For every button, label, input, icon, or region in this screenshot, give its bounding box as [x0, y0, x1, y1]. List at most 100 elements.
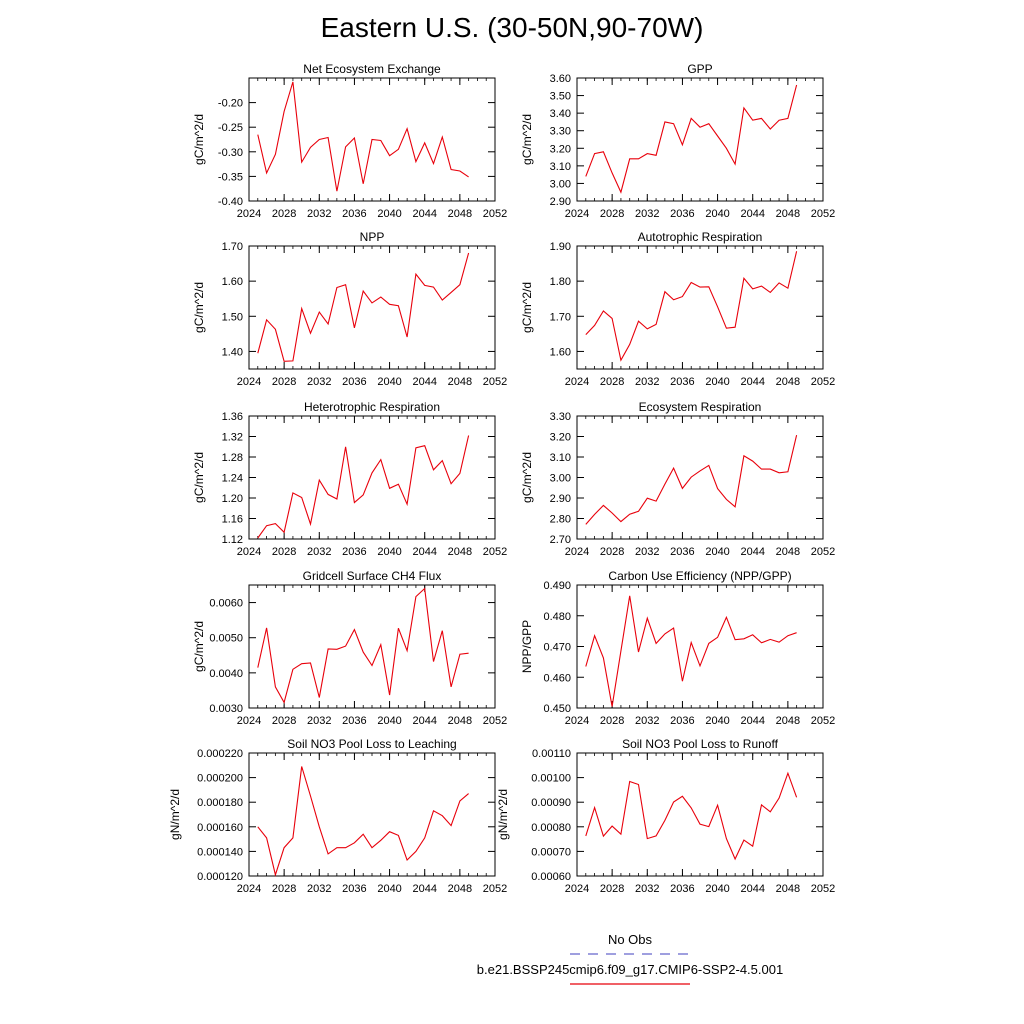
x-tick-label: 2036 — [670, 546, 694, 558]
x-tick-label: 2036 — [342, 376, 366, 388]
y-tick-label: 0.00090 — [531, 797, 571, 809]
y-tick-label: 3.10 — [550, 452, 571, 464]
series-line — [585, 84, 798, 194]
x-tick-label: 2044 — [740, 208, 764, 220]
x-tick-label: 2048 — [776, 208, 800, 220]
x-tick-label: 2052 — [483, 208, 507, 220]
y-tick-label: 2.90 — [550, 493, 571, 505]
series-line — [257, 252, 470, 362]
x-tick-label: 2044 — [412, 546, 436, 558]
y-tick-label: 0.0050 — [209, 633, 243, 645]
panel-frame — [576, 752, 824, 877]
y-tick-label: 0.0040 — [209, 668, 243, 680]
y-tick-label: 1.60 — [550, 346, 571, 358]
series-line — [585, 251, 798, 362]
panel-5: Heterotrophic Respiration gC/m^2/d 2024 202… — [192, 400, 507, 558]
x-tick-label: 2044 — [412, 883, 436, 895]
x-tick-label: 2024 — [237, 546, 261, 558]
y-axis-label: gN/m^2/d — [496, 789, 510, 840]
y-tick-label: 0.0060 — [209, 598, 243, 610]
y-tick-label: 0.470 — [543, 642, 571, 654]
y-tick-label: 1.20 — [222, 493, 243, 505]
x-tick-label: 2028 — [272, 715, 296, 727]
panel-title: Net Ecosystem Exchange — [303, 62, 441, 76]
x-tick-label: 2024 — [565, 883, 589, 895]
x-tick-label: 2044 — [412, 208, 436, 220]
panel-frame — [576, 77, 824, 202]
x-tick-label: 2052 — [483, 546, 507, 558]
x-tick-label: 2044 — [740, 546, 764, 558]
y-tick-label: 1.40 — [222, 346, 243, 358]
x-tick-label: 2040 — [377, 376, 401, 388]
x-tick-label: 2044 — [740, 376, 764, 388]
x-tick-label: 2024 — [565, 715, 589, 727]
x-tick-label: 2024 — [565, 546, 589, 558]
x-tick-label: 2028 — [600, 883, 624, 895]
y-tick-label: 3.10 — [550, 161, 571, 173]
x-tick-label: 2040 — [705, 208, 729, 220]
x-tick-label: 2036 — [342, 715, 366, 727]
y-tick-label: -0.40 — [218, 196, 243, 208]
x-tick-label: 2040 — [705, 883, 729, 895]
series-line — [585, 434, 798, 525]
x-tick-label: 2028 — [272, 376, 296, 388]
y-axis-label: gC/m^2/d — [192, 452, 206, 503]
x-tick-label: 2040 — [705, 715, 729, 727]
panel-title: GPP — [687, 62, 712, 76]
y-axis-label: gN/m^2/d — [168, 789, 182, 840]
x-tick-label: 2036 — [342, 546, 366, 558]
x-tick-label: 2024 — [237, 715, 261, 727]
x-tick-label: 2048 — [776, 715, 800, 727]
x-tick-label: 2044 — [412, 376, 436, 388]
x-tick-label: 2052 — [483, 883, 507, 895]
x-tick-label: 2040 — [377, 883, 401, 895]
y-tick-label: 2.80 — [550, 514, 571, 526]
x-tick-label: 2028 — [272, 883, 296, 895]
x-tick-label: 2024 — [237, 376, 261, 388]
y-tick-label: 3.30 — [550, 126, 571, 138]
y-tick-label: 3.20 — [550, 143, 571, 155]
x-tick-label: 2036 — [342, 883, 366, 895]
panel-frame — [576, 415, 824, 540]
y-tick-label: 0.490 — [543, 580, 571, 592]
y-axis-label: gC/m^2/d — [520, 114, 534, 165]
y-tick-label: 0.00060 — [531, 871, 571, 883]
x-tick-label: 2028 — [600, 376, 624, 388]
series-line — [257, 587, 469, 704]
y-tick-label: 1.24 — [222, 473, 243, 485]
y-tick-label: 0.00100 — [531, 773, 571, 785]
y-tick-label: 1.70 — [222, 241, 243, 253]
y-tick-label: 1.80 — [550, 276, 571, 288]
y-tick-label: 2.90 — [550, 196, 571, 208]
y-tick-label: 1.12 — [222, 534, 243, 546]
panel-10: Soil NO3 Pool Loss to Runoff gN/m^2/d 2024… — [496, 737, 835, 895]
panel-8: Carbon Use Efficiency (NPP/GPP) NPP/GPP 20… — [520, 569, 835, 727]
x-tick-label: 2028 — [600, 715, 624, 727]
y-tick-label: 0.000180 — [197, 797, 243, 809]
x-tick-label: 2036 — [670, 376, 694, 388]
x-tick-label: 2048 — [776, 546, 800, 558]
x-tick-label: 2040 — [705, 376, 729, 388]
y-tick-label: -0.20 — [218, 98, 243, 110]
panel-frame — [576, 245, 824, 370]
y-axis-label: gC/m^2/d — [192, 114, 206, 165]
panel-title: Gridcell Surface CH4 Flux — [303, 569, 442, 583]
y-tick-label: 3.30 — [550, 411, 571, 423]
x-tick-label: 2028 — [600, 546, 624, 558]
x-tick-label: 2032 — [307, 715, 331, 727]
x-tick-label: 2052 — [811, 883, 835, 895]
y-axis-label: NPP/GPP — [520, 620, 534, 673]
x-tick-label: 2028 — [272, 546, 296, 558]
y-tick-label: -0.35 — [218, 171, 243, 183]
y-tick-label: 0.450 — [543, 703, 571, 715]
panel-frame — [248, 752, 496, 877]
y-tick-label: 0.480 — [543, 611, 571, 623]
y-axis-label: gC/m^2/d — [192, 282, 206, 333]
y-tick-label: 0.00070 — [531, 846, 571, 858]
y-tick-label: 3.50 — [550, 91, 571, 103]
x-tick-label: 2048 — [448, 376, 472, 388]
x-tick-label: 2024 — [237, 883, 261, 895]
x-tick-label: 2032 — [635, 546, 659, 558]
x-tick-label: 2024 — [237, 208, 261, 220]
